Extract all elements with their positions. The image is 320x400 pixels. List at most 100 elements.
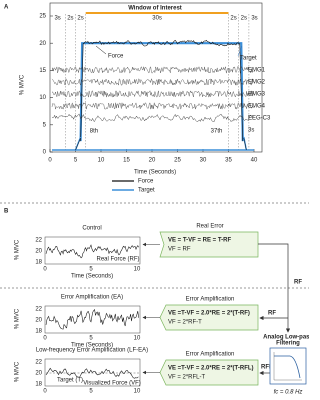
y-tick-label: 20	[35, 318, 42, 324]
y-tick-label: 22	[35, 238, 42, 244]
formula-box	[159, 359, 259, 386]
y-axis-label: % MVC	[15, 361, 21, 382]
emg-trace	[51, 90, 254, 98]
x-tick-label: 5	[89, 336, 93, 342]
y-tick-label: 20	[35, 249, 42, 255]
plot-frame	[49, 2, 263, 153]
y-tick-label: 15	[39, 68, 46, 74]
x-tick-label: 35	[225, 158, 232, 164]
x-tick-label: 0	[43, 267, 47, 273]
line	[75, 137, 81, 151]
line	[237, 45, 242, 57]
y-tick-label: 22	[35, 360, 42, 366]
segment-label: 2s	[241, 16, 247, 22]
window-title: Window of Interest	[128, 6, 182, 12]
channel-label: EEG-C3	[248, 116, 271, 122]
formula-line: VE =T-VF = 2.0*RE = 2*(T-RF)	[168, 311, 250, 317]
channel-label: EMG2	[248, 80, 266, 86]
signal-path	[258, 243, 291, 333]
plot-frame	[44, 358, 141, 387]
filter-title: Analog Low-pass	[263, 335, 309, 341]
x-tick-label: 10	[134, 336, 141, 342]
box-title: Error Amplification	[186, 352, 235, 358]
target-label: Target	[240, 56, 257, 62]
formula-line: VE = T-VF = RE = T-RF	[168, 238, 232, 244]
segment-label: 3s	[54, 16, 60, 22]
formula-line: VE =T-VF = 2.0*RE = 2*(T-RFL)	[168, 366, 254, 372]
segment-label: 2s	[67, 16, 73, 22]
plot-frame	[44, 236, 141, 265]
segment-label: 30s	[152, 16, 162, 22]
force-trace	[45, 309, 139, 330]
legend-label: Force	[138, 179, 154, 185]
x-tick-label: 0	[43, 336, 47, 342]
line	[239, 43, 244, 142]
row-title: Error Amplification (EA)	[61, 295, 123, 301]
plot-frame	[44, 305, 141, 334]
force-label: Force	[108, 54, 124, 60]
legend-label: Target	[138, 188, 155, 194]
segment-label: 2s	[77, 16, 83, 22]
trial-label: 8th	[90, 129, 98, 135]
signal-label: RF	[268, 311, 276, 317]
x-tick-label: 5	[89, 389, 93, 395]
x-tick-label: 10	[134, 267, 141, 273]
row-title: Control	[82, 226, 101, 232]
panel-label: B	[4, 209, 9, 215]
y-tick-label: 22	[35, 307, 42, 313]
x-tick-label: 25	[174, 158, 181, 164]
figure: A Window of Interest 3s 2s 2s 30s 2s 2s 3s 25 20 15…	[0, 2, 309, 396]
formula-line: VF = RF	[168, 247, 191, 253]
x-tick-label: 0	[48, 158, 52, 164]
formula-box	[159, 304, 259, 331]
emg-trace	[51, 78, 254, 86]
formula-line: VF = 2*RFL-T	[168, 375, 206, 381]
emg-trace	[51, 102, 254, 110]
force-trace	[45, 244, 139, 259]
x-axis-label: Time (Seconds)	[71, 343, 113, 349]
target-trace	[79, 42, 244, 142]
y-axis-label: % MVC	[15, 308, 21, 329]
force-trace	[45, 367, 139, 379]
annotation: Target (T)	[57, 378, 83, 384]
emg-trace	[51, 66, 254, 74]
eeg-trace	[51, 113, 254, 123]
y-tick-label: 0	[43, 150, 47, 156]
filter-response	[274, 355, 301, 379]
y-tick-label: 5	[43, 122, 47, 128]
y-axis-label: % MVC	[15, 239, 21, 260]
x-tick-label: 15	[123, 158, 130, 164]
x-tick-label: 5	[89, 267, 93, 273]
x-tick-label: 5	[74, 158, 78, 164]
channel-label: EMG3	[248, 92, 266, 98]
y-axis-label: % MVC	[20, 74, 26, 95]
box-title: Error Amplification	[186, 297, 235, 303]
annotation: Real Force (RF)	[96, 257, 139, 263]
x-tick-label: 20	[149, 158, 156, 164]
formula-line: VF = 2*RF-T	[168, 320, 202, 326]
x-axis-label: Time (Seconds)	[71, 274, 113, 280]
box-title: Real Error	[196, 224, 223, 230]
panel-label: A	[4, 5, 9, 11]
row-title: Low-frequency Error Amplification (LF-EA…	[36, 348, 148, 354]
segment-label: 3s	[251, 16, 257, 22]
x-tick-label: 40	[251, 158, 258, 164]
filter-cutoff: fc = 0.8 Hz	[274, 390, 303, 396]
line	[243, 137, 247, 151]
signal-label: RFL	[261, 365, 273, 371]
force-trace	[83, 39, 240, 47]
end-label: 3s	[248, 128, 254, 134]
annotation: Visualized Force (VF)	[83, 381, 141, 387]
line	[80, 43, 84, 142]
formula-box	[159, 231, 259, 258]
segment-label: 2s	[230, 16, 236, 22]
y-tick-label: 18	[35, 260, 42, 266]
y-tick-label: 20	[35, 371, 42, 377]
filter-box	[269, 347, 307, 385]
trial-label: 37th	[211, 129, 223, 135]
y-tick-label: 10	[39, 95, 46, 101]
filter-title: Filtering	[276, 341, 300, 347]
channel-label: EMG4	[248, 104, 266, 110]
y-tick-label: 18	[35, 329, 42, 335]
y-tick-label: 18	[35, 382, 42, 388]
